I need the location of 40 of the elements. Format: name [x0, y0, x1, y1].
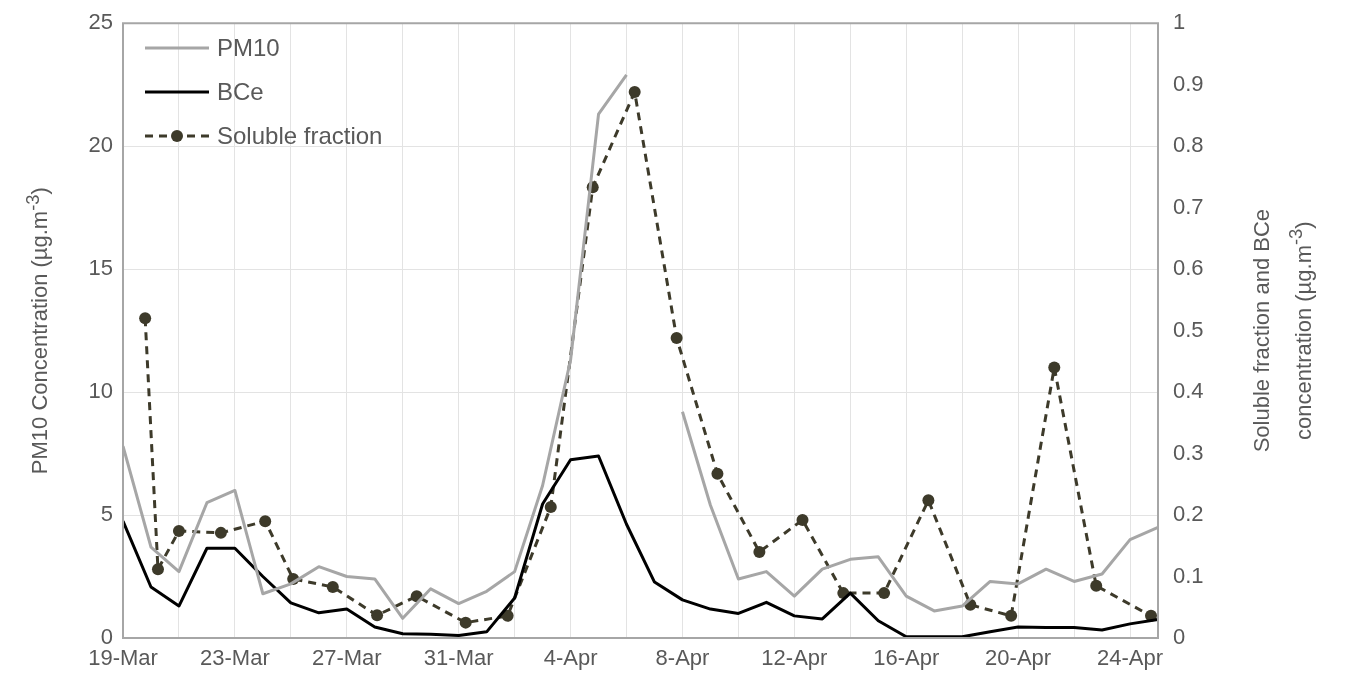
y2-tick-label: 0 — [1173, 624, 1186, 650]
y-tick-label: 5 — [100, 501, 113, 527]
point — [1005, 609, 1018, 622]
point — [459, 616, 472, 629]
y2-tick-label: 0.5 — [1173, 316, 1204, 342]
point — [753, 545, 766, 558]
y2-tick-label: 0.8 — [1173, 132, 1204, 158]
legend-label: BCe — [217, 78, 264, 106]
y2-tick-label: 0.6 — [1173, 255, 1204, 281]
point — [878, 587, 891, 600]
point — [796, 513, 809, 526]
legend-label: Soluble fraction — [217, 122, 383, 150]
point — [1048, 361, 1061, 374]
point — [922, 494, 935, 507]
y2-tick-label: 0.7 — [1173, 193, 1204, 219]
point — [1090, 579, 1103, 592]
x-tick-label: 27-Mar — [311, 645, 382, 671]
y-tick-label: 15 — [88, 255, 113, 281]
y2-tick-label: 0.2 — [1173, 501, 1204, 527]
y2-tick-label: 0.3 — [1173, 439, 1204, 465]
x-tick-label: 12-Apr — [761, 645, 828, 671]
x-tick-label: 31-Mar — [423, 645, 494, 671]
x-tick-label: 24-Apr — [1097, 645, 1164, 671]
y2-tick-label: 0.4 — [1173, 378, 1204, 404]
y2-tick-label: 0.1 — [1173, 562, 1204, 588]
point — [670, 331, 683, 344]
point — [628, 86, 641, 99]
y-tick-label: 10 — [88, 378, 113, 404]
legend-label: PM10 — [217, 34, 280, 62]
x-tick-label: 20-Apr — [985, 645, 1052, 671]
y2-tick-label: 1 — [1173, 9, 1186, 35]
x-tick-label: 8-Apr — [655, 645, 710, 671]
point — [544, 501, 557, 514]
y-tick-label: 20 — [88, 132, 113, 158]
x-tick-label: 23-Mar — [200, 645, 270, 671]
y2-tick-label: 0.9 — [1173, 70, 1204, 96]
y-tick-label: 25 — [88, 9, 113, 35]
x-tick-label: 16-Apr — [873, 645, 940, 671]
point — [711, 467, 724, 480]
x-tick-label: 4-Apr — [543, 645, 598, 671]
